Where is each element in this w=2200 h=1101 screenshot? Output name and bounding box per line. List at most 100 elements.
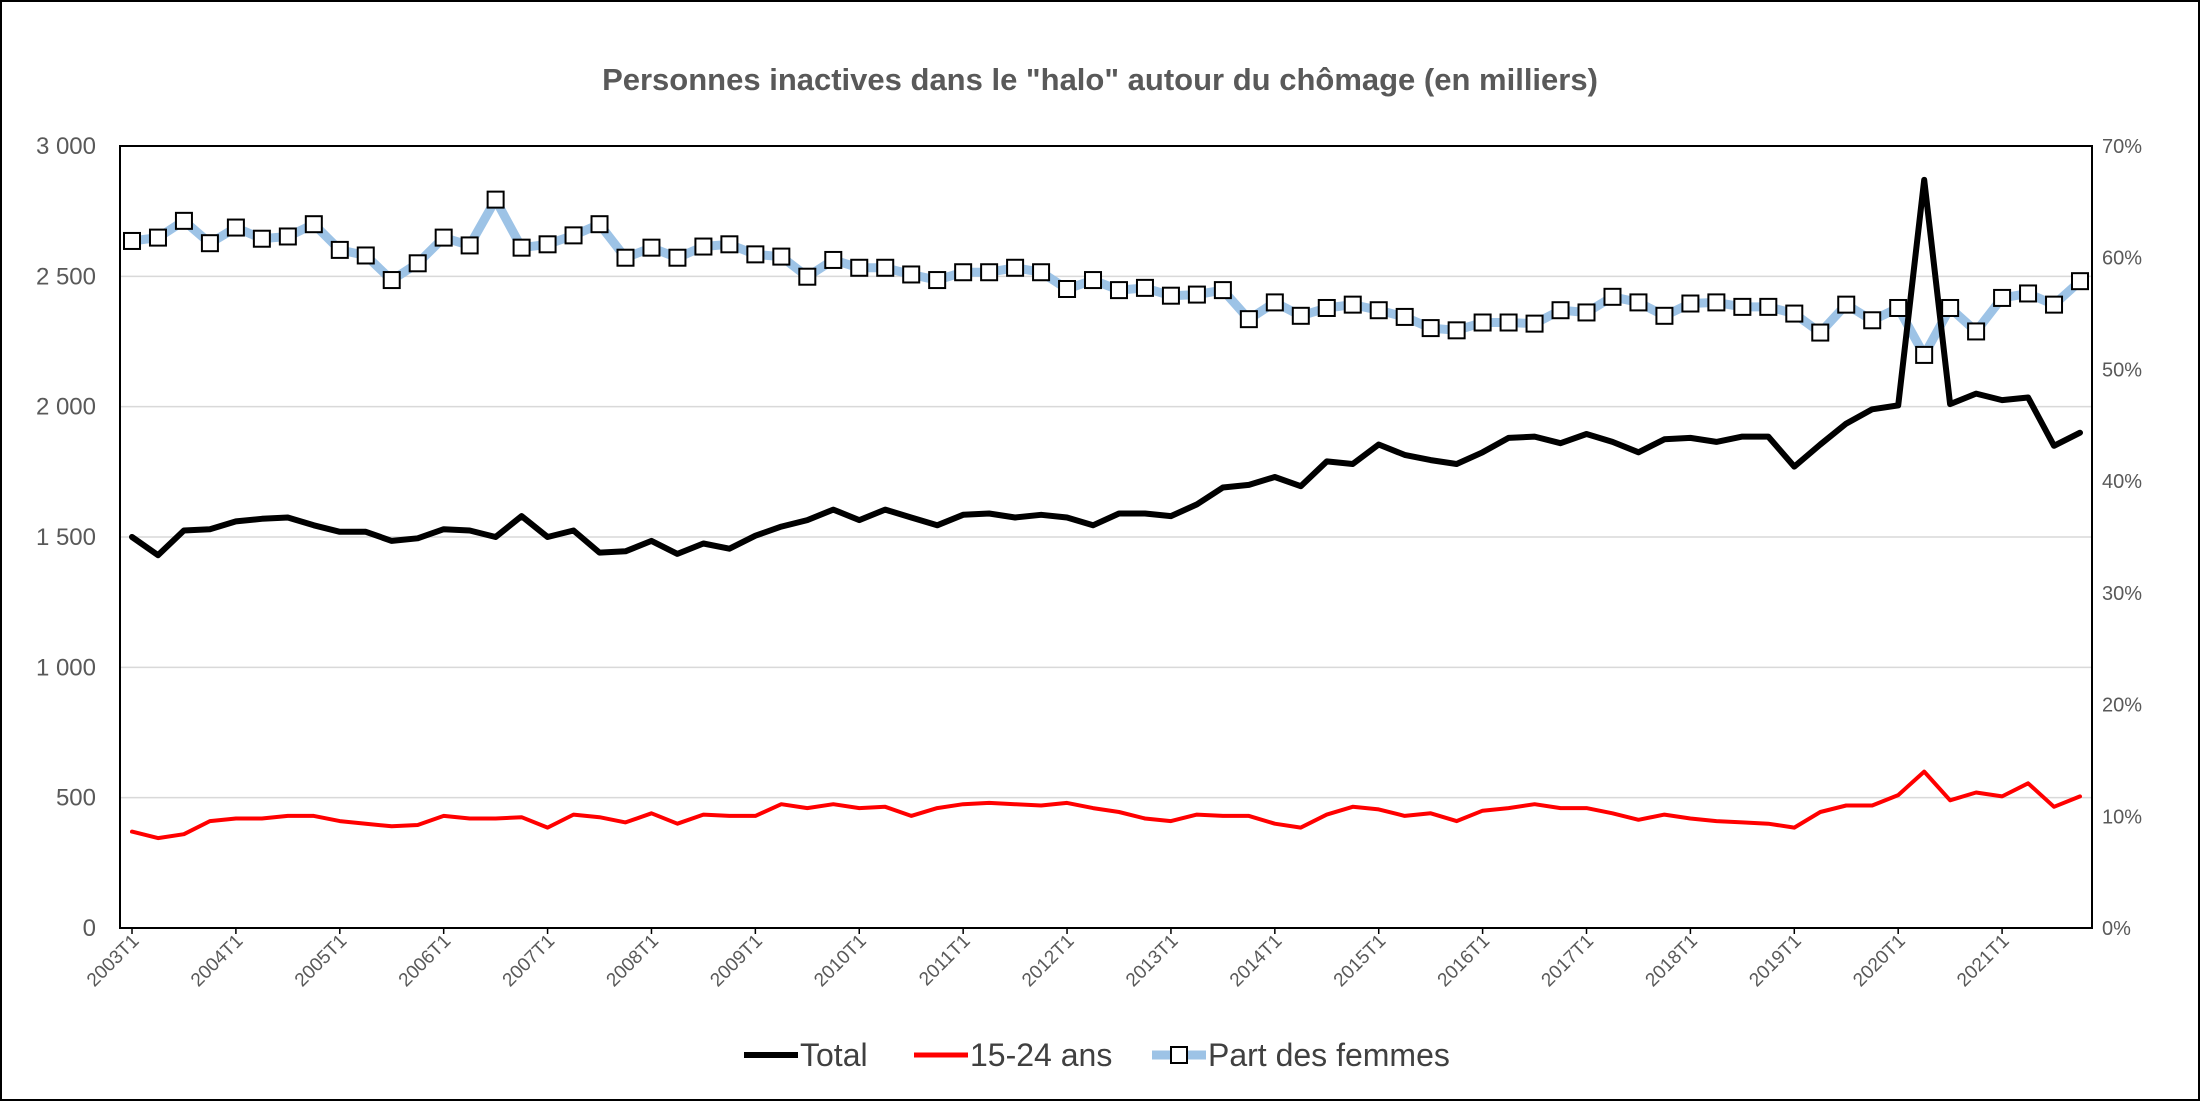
gridlines <box>120 275 2092 799</box>
series-lines <box>123 176 2089 841</box>
data-point-part-des-femmes <box>1993 288 2012 307</box>
data-point-part-des-femmes <box>1421 319 1440 338</box>
data-point-part-des-femmes <box>2019 284 2038 303</box>
y-tick-label: 3 000 <box>36 133 96 160</box>
x-tick-label: 2014T1 <box>1226 931 1286 991</box>
x-tick-label: 2019T1 <box>1745 931 1805 991</box>
x-tick-label: 2018T1 <box>1642 931 1702 991</box>
y2-tick-label: 50% <box>2102 359 2142 381</box>
data-point-part-des-femmes <box>252 229 271 248</box>
x-tick-label: 2007T1 <box>499 931 559 991</box>
data-point-part-des-femmes <box>1265 293 1284 312</box>
data-point-part-des-femmes <box>123 231 141 250</box>
data-point-part-des-femmes <box>1785 304 1804 323</box>
y-tick-label: 1 000 <box>36 654 96 681</box>
data-point-part-des-femmes <box>1135 278 1154 297</box>
data-point-part-des-femmes <box>538 235 557 254</box>
chart-title: Personnes inactives dans le "halo" autou… <box>602 62 1598 97</box>
data-point-part-des-femmes <box>1213 281 1232 300</box>
x-tick-label: 2012T1 <box>1018 931 1078 991</box>
plot-area-border <box>119 145 2093 929</box>
data-point-part-des-femmes <box>1395 307 1414 326</box>
data-point-part-des-femmes <box>1577 303 1596 322</box>
y-axis-right: 0% 10% 20% 30% 40% 50% 60% 70% <box>2102 136 2142 940</box>
x-tick-label: 2016T1 <box>1434 931 1494 991</box>
data-point-part-des-femmes <box>1109 281 1128 300</box>
data-point-part-des-femmes <box>1837 295 1856 314</box>
data-point-part-des-femmes <box>226 218 245 237</box>
y-tick-label: 0 <box>83 915 96 942</box>
data-point-part-des-femmes <box>148 228 167 247</box>
data-point-part-des-femmes <box>1733 297 1752 316</box>
data-point-part-des-femmes <box>1811 323 1830 342</box>
data-point-part-des-femmes <box>460 236 479 255</box>
series-line-part-des-femmes <box>127 195 2085 360</box>
data-point-part-des-femmes <box>980 263 999 282</box>
y2-tick-label: 70% <box>2102 136 2142 158</box>
x-axis: 2003T1 2004T1 2005T1 2006T1 2007T1 2008T1 2009… <box>83 928 2014 991</box>
data-point-part-des-femmes <box>902 265 921 284</box>
data-point-part-des-femmes <box>1473 313 1492 332</box>
legend-15-24-label: 15-24 ans <box>970 1037 1112 1073</box>
data-point-part-des-femmes <box>512 238 531 257</box>
data-point-part-des-femmes <box>1161 286 1180 305</box>
data-point-part-des-femmes <box>1032 263 1051 282</box>
y2-tick-label: 0% <box>2102 918 2131 940</box>
y-tick-label: 1 500 <box>36 524 96 551</box>
data-point-part-des-femmes <box>1967 322 1986 341</box>
data-point-part-des-femmes <box>1707 293 1726 312</box>
data-point-part-des-femmes <box>824 250 843 269</box>
data-point-part-des-femmes <box>1317 298 1336 317</box>
data-point-part-des-femmes <box>356 246 375 265</box>
data-point-part-des-femmes <box>1759 297 1778 316</box>
y2-tick-label: 60% <box>2102 248 2142 270</box>
data-point-part-des-femmes <box>954 263 973 282</box>
legend-part-femmes-marker <box>1170 1046 1188 1064</box>
y2-tick-label: 20% <box>2102 695 2142 717</box>
data-point-part-des-femmes <box>1187 285 1206 304</box>
x-tick-label: 2011T1 <box>915 931 974 990</box>
legend: Total 15-24 ans Part des femmes <box>744 1037 1450 1073</box>
x-tick-label: 2020T1 <box>1849 931 1909 991</box>
data-point-part-des-femmes <box>278 227 297 246</box>
data-point-part-des-femmes <box>746 245 765 264</box>
data-point-part-des-femmes <box>2045 295 2064 314</box>
x-tick-label: 2005T1 <box>291 931 351 991</box>
legend-part-femmes-label: Part des femmes <box>1208 1037 1450 1073</box>
data-point-part-des-femmes <box>1915 345 1934 364</box>
data-point-part-des-femmes <box>382 271 401 290</box>
x-tick-label: 2006T1 <box>395 931 455 991</box>
x-tick-label: 2013T1 <box>1122 931 1182 991</box>
y-tick-label: 2 500 <box>36 263 96 290</box>
data-point-part-des-femmes <box>694 237 713 256</box>
data-point-part-des-femmes <box>434 228 453 247</box>
x-tick-label: 2009T1 <box>706 931 766 991</box>
data-point-part-des-femmes <box>1239 310 1258 329</box>
data-point-part-des-femmes <box>1655 306 1674 325</box>
data-point-part-des-femmes <box>590 215 609 234</box>
data-point-part-des-femmes <box>486 190 505 209</box>
data-point-part-des-femmes <box>1629 293 1648 312</box>
data-point-part-des-femmes <box>174 211 193 230</box>
x-tick-label: 2017T1 <box>1538 931 1598 991</box>
data-point-part-des-femmes <box>1084 271 1103 290</box>
data-point-part-des-femmes <box>850 258 869 277</box>
data-point-part-des-femmes <box>1447 321 1466 340</box>
series-line-total <box>129 176 2083 559</box>
data-point-part-des-femmes <box>1343 295 1362 314</box>
x-tick-label: 2015T1 <box>1330 931 1390 991</box>
y-tick-label: 500 <box>56 785 96 812</box>
data-point-part-des-femmes <box>1941 298 1960 317</box>
data-point-part-des-femmes <box>1681 294 1700 313</box>
data-point-part-des-femmes <box>408 254 427 273</box>
x-tick-label: 2004T1 <box>187 931 247 991</box>
y-tick-label: 2 000 <box>36 394 96 421</box>
data-point-part-des-femmes <box>1291 306 1310 325</box>
data-point-part-des-femmes <box>1525 314 1544 333</box>
x-tick-label: 2008T1 <box>603 931 663 991</box>
data-point-part-des-femmes <box>1889 298 1908 317</box>
data-point-part-des-femmes <box>304 215 323 234</box>
data-point-part-des-femmes <box>330 240 349 259</box>
data-point-part-des-femmes <box>1006 258 1025 277</box>
